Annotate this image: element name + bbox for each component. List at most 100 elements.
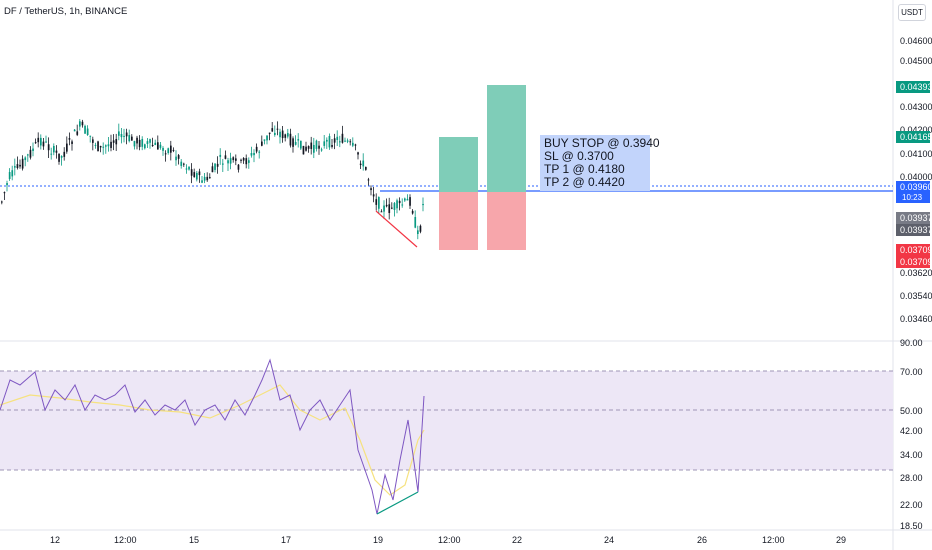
candle-body: [1, 201, 3, 203]
candle-body: [24, 157, 27, 161]
price-tick: 0.04100: [900, 149, 932, 159]
rsi-tick: 42.00: [900, 426, 923, 436]
price-tick: 0.04600: [900, 36, 932, 46]
candle-body: [385, 204, 388, 207]
rsi-band: [0, 371, 893, 470]
candle-body: [292, 138, 294, 147]
candle-body: [380, 211, 383, 213]
rsi-divergence-line[interactable]: [376, 491, 419, 515]
price-axis[interactable]: 0.04600 0.04500 0.04300 0.04200 0.04100 …: [900, 36, 932, 324]
candle-body: [177, 155, 180, 159]
note-line-sl: SL @ 0.3700: [544, 149, 614, 163]
candle-body: [305, 146, 307, 151]
currency-button[interactable]: USDT: [898, 4, 926, 21]
rsi-tick: 18.50: [900, 521, 923, 531]
candle-body: [333, 138, 336, 143]
rsi-tick: 90.00: [900, 338, 923, 348]
rsi-ma-line: [0, 384, 425, 496]
candle-body: [206, 176, 209, 181]
price-divergence-line[interactable]: [375, 210, 418, 248]
price-tick: 0.04500: [900, 56, 932, 66]
time-tick: 26: [697, 535, 707, 545]
candle-body: [118, 131, 120, 136]
time-tick: 17: [281, 535, 291, 545]
rsi-tick: 34.00: [900, 450, 923, 460]
candle-body: [81, 121, 84, 126]
candle-body: [237, 164, 240, 170]
time-axis[interactable]: 12 12:00 15 17 19 12:00 22 24 26 12:00 2…: [50, 535, 846, 545]
candle-body: [229, 158, 232, 164]
candle-body: [287, 133, 289, 137]
trade-note[interactable]: BUY STOP @ 0.3940 SL @ 0.3700 TP 1 @ 0.4…: [540, 135, 660, 191]
candle-body: [84, 125, 86, 134]
candle-body: [123, 135, 125, 137]
candle-body: [14, 166, 16, 168]
tp1-profit-zone[interactable]: [439, 137, 478, 192]
candle-body: [318, 145, 320, 149]
candle-body: [34, 142, 37, 144]
time-tick: 12: [50, 535, 60, 545]
candle-body: [55, 150, 58, 153]
candle-body: [227, 160, 229, 164]
time-tick: 15: [189, 535, 199, 545]
candle-body: [284, 134, 287, 138]
entry-price-tag: [896, 212, 930, 224]
candle-body: [362, 160, 365, 167]
note-line-tp1: TP 1 @ 0.4180: [544, 162, 625, 176]
candle-body: [120, 133, 123, 138]
candle-body: [47, 144, 50, 151]
candle-body: [183, 163, 185, 165]
candle-body: [29, 149, 32, 158]
candle-body: [216, 163, 219, 167]
stop-loss-zone-1[interactable]: [439, 192, 478, 250]
sl-price-text: 0.03709: [900, 245, 932, 255]
candle-body: [162, 147, 164, 151]
candle-body: [422, 203, 424, 206]
candle-body: [188, 166, 190, 170]
note-line-tp2: TP 2 @ 0.4420: [544, 175, 625, 189]
time-tick: 22: [512, 535, 522, 545]
sl-price-text-2: 0.03709: [900, 257, 932, 267]
candle-body: [151, 144, 154, 147]
candle-body: [401, 204, 404, 206]
candle-body: [404, 198, 406, 201]
sl-price-tag: [896, 244, 930, 256]
price-tick: 0.04000: [900, 172, 932, 182]
symbol-title[interactable]: DF / TetherUS, 1h, BINANCE: [4, 6, 128, 17]
candle-body: [339, 141, 341, 143]
candle-body: [170, 145, 172, 153]
candle-body: [349, 141, 352, 143]
candle-body: [58, 153, 60, 162]
bar-countdown-text: 10:23: [902, 193, 923, 202]
candle-body: [201, 180, 203, 183]
price-tick: 0.03460: [900, 314, 932, 324]
candle-body: [172, 149, 175, 151]
candle-body: [107, 144, 110, 147]
candle-body: [190, 169, 193, 176]
candle-body: [274, 132, 276, 135]
rsi-axis[interactable]: 90.00 70.00 50.00 42.00 34.00 28.00 22.0…: [900, 338, 923, 531]
candle-body: [367, 179, 370, 181]
candle-body: [141, 138, 144, 147]
candle-body: [16, 164, 19, 169]
candle-body: [242, 157, 245, 161]
price-tick: 0.04200: [900, 125, 932, 135]
candle-body: [393, 203, 396, 210]
tp2-profit-zone[interactable]: [487, 85, 526, 192]
candle-body: [94, 144, 97, 146]
stop-loss-zone-2[interactable]: [487, 192, 526, 250]
candle-body: [131, 136, 133, 141]
candle-body: [315, 140, 318, 149]
candle-body: [99, 145, 102, 148]
candle-body: [341, 133, 344, 143]
candle-body: [136, 137, 138, 144]
candle-body: [125, 132, 128, 137]
candle-body: [409, 197, 411, 206]
candle-body: [128, 135, 131, 142]
candle-body: [175, 156, 177, 161]
candle-body: [357, 152, 359, 155]
candle-body: [224, 155, 227, 159]
candle-body: [328, 136, 331, 148]
candle-body: [146, 141, 149, 144]
